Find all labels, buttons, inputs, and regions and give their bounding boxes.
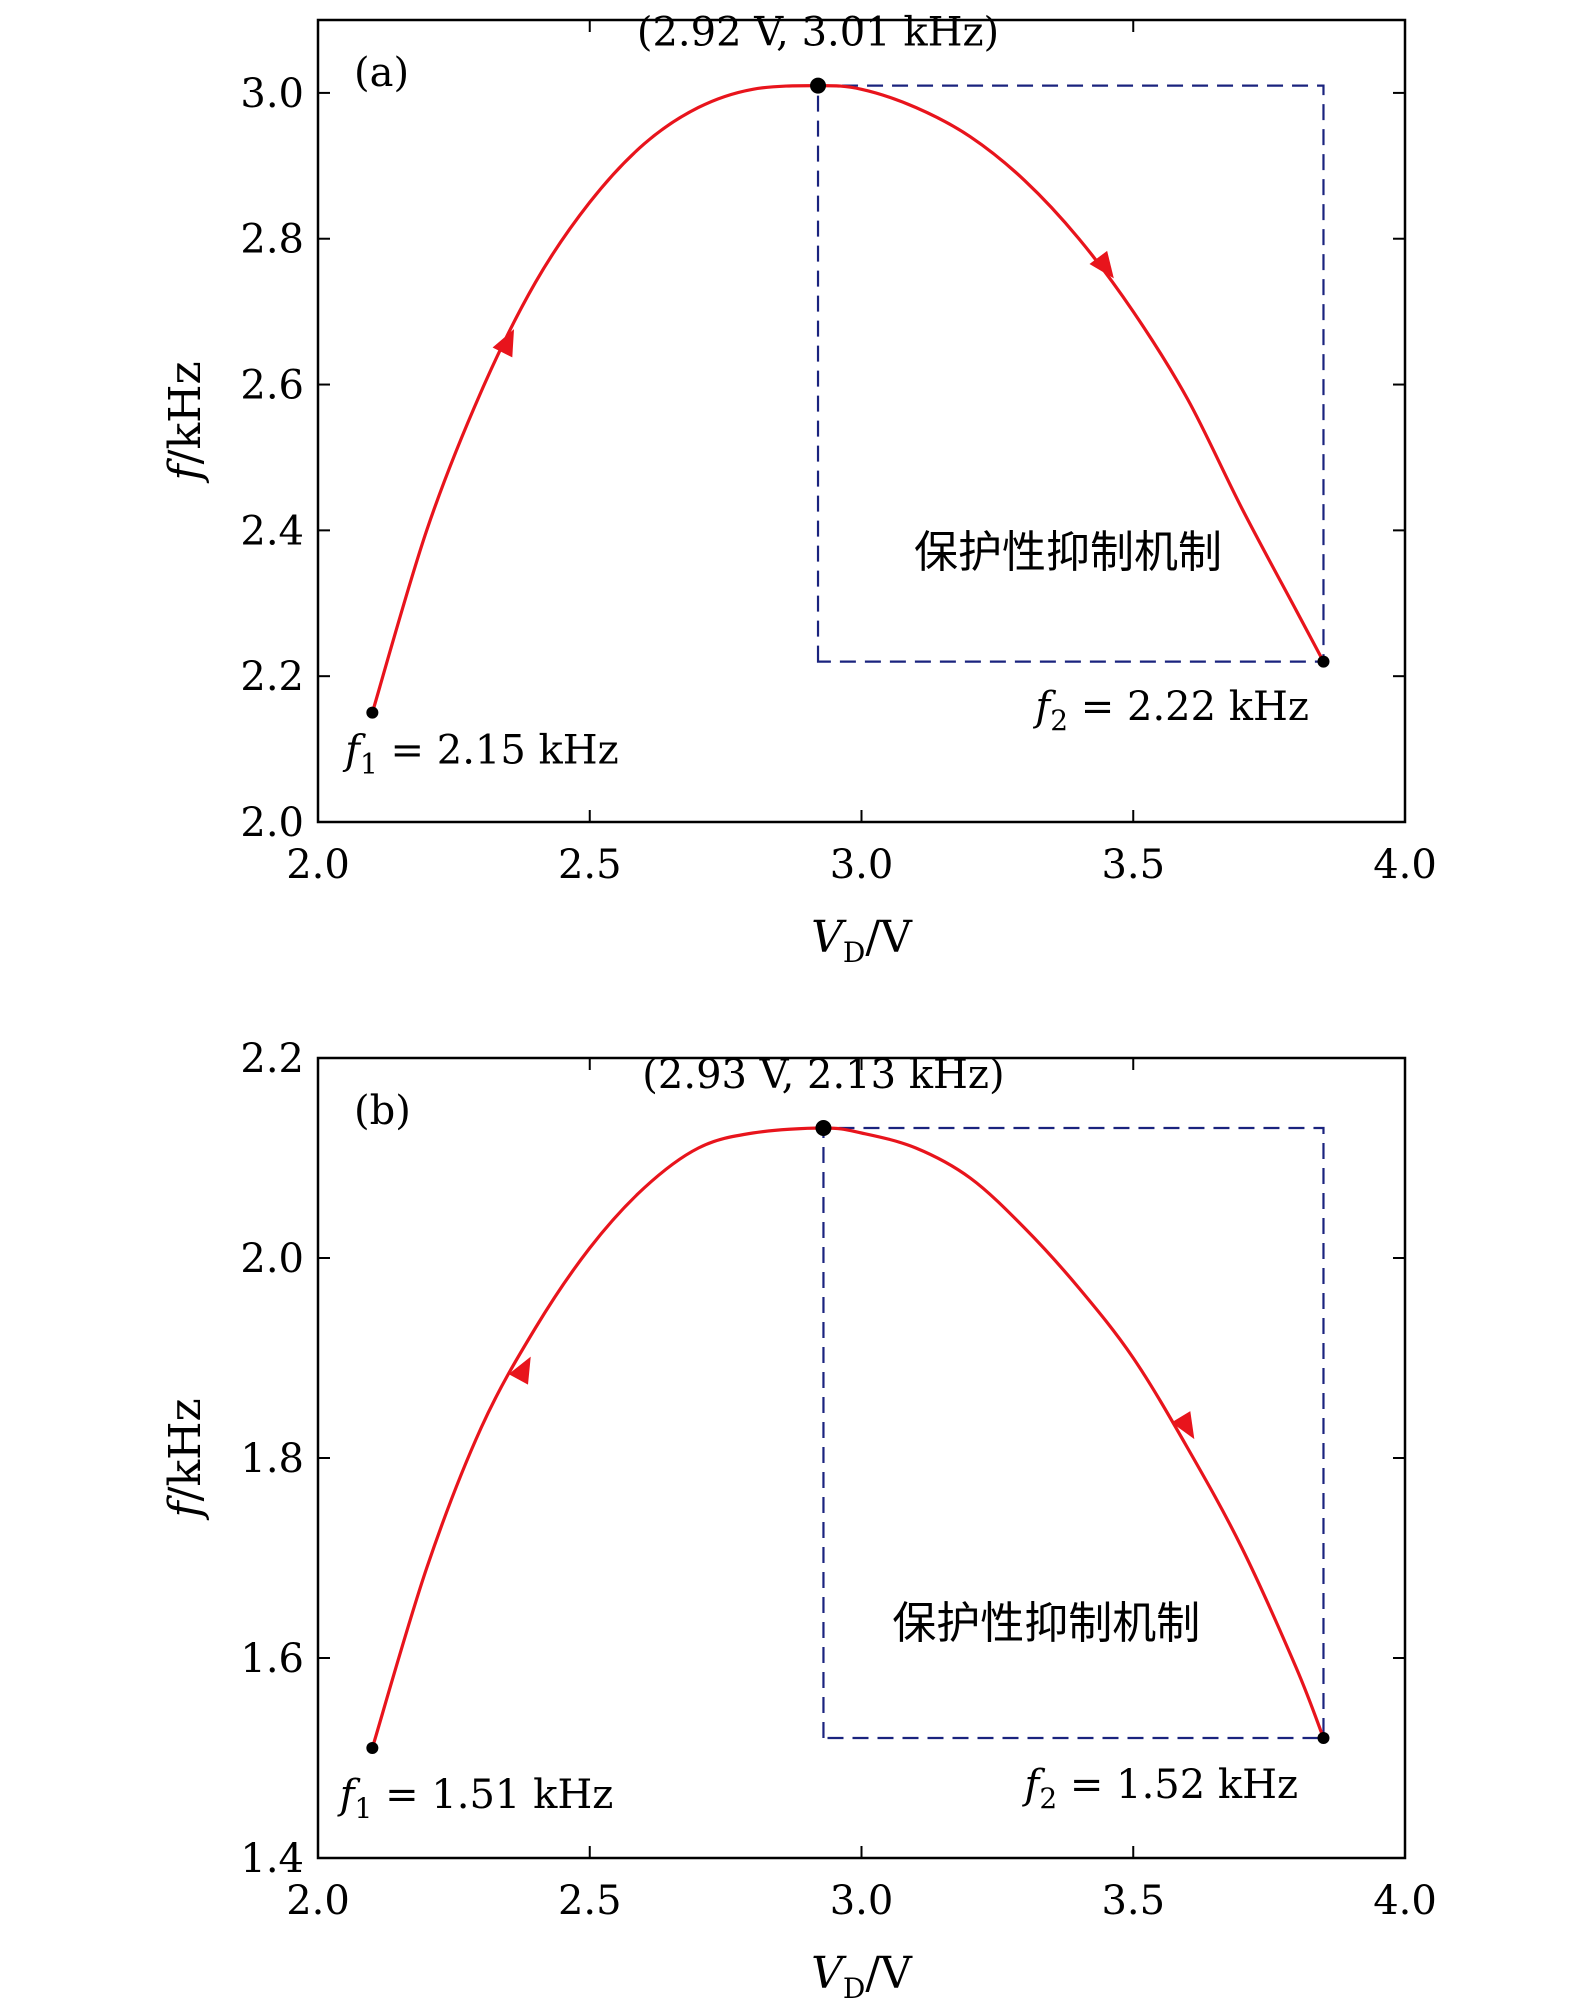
x-axis-label-sub: D [843,1972,865,2005]
y-axis-label: f/kHz [160,1398,211,1520]
series-line-0 [370,84,1325,714]
y-tick-label: 1.4 [240,1836,304,1882]
x-tick-label: 3.0 [830,1878,894,1924]
y-tick-label: 1.6 [240,1636,304,1682]
panel-label: (b) [354,1088,411,1134]
y-axis-label: f/kHz [160,361,211,483]
end-label-sub: 2 [1039,1782,1057,1815]
y-tick-label: 2.6 [240,363,304,409]
start-label-sub: 1 [360,748,378,781]
x-tick-label: 3.5 [1101,842,1165,888]
data-point [1317,1732,1330,1744]
protective-region-box [816,84,1325,663]
region-label: 保护性抑制机制 [892,1598,1200,1649]
data-point [366,1742,379,1754]
x-tick-label: 2.0 [286,1878,350,1924]
x-tick-label: 2.0 [286,842,350,888]
x-tick-label: 3.5 [1101,1878,1165,1924]
y-axis-label-unit: /kHz [160,361,211,464]
y-axis-label-unit: /kHz [160,1398,211,1501]
data-point [366,706,379,719]
y-tick-label: 2.0 [240,1236,304,1282]
start-label-value: = 2.15 kHz [378,728,619,774]
direction-arrow-up [492,329,515,358]
start-label: f1 = 2.15 kHz [342,728,619,781]
series-line-0 [370,1126,1325,1749]
protective-region-box [822,1126,1325,1740]
y-tick-label: 1.8 [240,1436,304,1482]
start-label-sub: 1 [355,1792,373,1825]
y-tick-label: 2.0 [240,800,304,846]
end-label-value: = 1.52 kHz [1057,1762,1298,1808]
x-axis-label-var: V [811,1948,847,1999]
y-tick-label: 2.8 [240,217,304,263]
panel-a: 2.0 2.5 3.0 3.5 4.0 2.0 2.2 2.4 2.6 2.8 3.0 VD/V f/k… [160,10,1437,969]
data-point [810,77,827,94]
direction-arrow-down [1089,250,1114,279]
x-tick-label: 4.0 [1373,1878,1437,1924]
x-axis-label-unit: /V [865,1948,913,1999]
x-tick-label: 3.0 [830,842,894,888]
end-label: f2 = 1.52 kHz [1022,1762,1299,1815]
panel-label: (a) [354,50,409,96]
x-axis-label: VD/V [811,1948,913,2005]
end-label-sub: 2 [1050,704,1068,737]
direction-arrow-up [508,1356,531,1385]
end-label: f2 = 2.22 kHz [1032,684,1309,737]
direction-arrow-down [1171,1411,1195,1440]
x-axis-label: VD/V [811,912,913,969]
y-tick-label: 2.2 [240,1036,304,1082]
x-axis-label-sub: D [843,936,865,969]
x-tick-label: 4.0 [1373,842,1437,888]
start-label-value: = 1.51 kHz [372,1772,613,1818]
x-tick-label: 2.5 [558,1878,622,1924]
y-tick-label: 2.4 [240,508,304,554]
peak-label: (2.92 V, 3.01 kHz) [637,10,999,56]
panel-b: 2.0 2.5 3.0 3.5 4.0 1.4 1.6 1.8 2.0 2.2 VD/V f/kHz (… [160,1036,1437,2005]
region-label: 保护性抑制机制 [914,527,1222,578]
data-point [1317,655,1330,668]
peak-label: (2.93 V, 2.13 kHz) [642,1052,1004,1098]
x-axis-label-var: V [811,912,847,963]
end-label-value: = 2.22 kHz [1068,684,1309,730]
data-point [815,1120,832,1136]
x-tick-label: 2.5 [558,842,622,888]
x-axis-label-unit: /V [865,912,913,963]
y-tick-label: 3.0 [240,71,304,117]
start-label: f1 = 1.51 kHz [337,1772,614,1825]
y-tick-label: 2.2 [240,654,304,700]
